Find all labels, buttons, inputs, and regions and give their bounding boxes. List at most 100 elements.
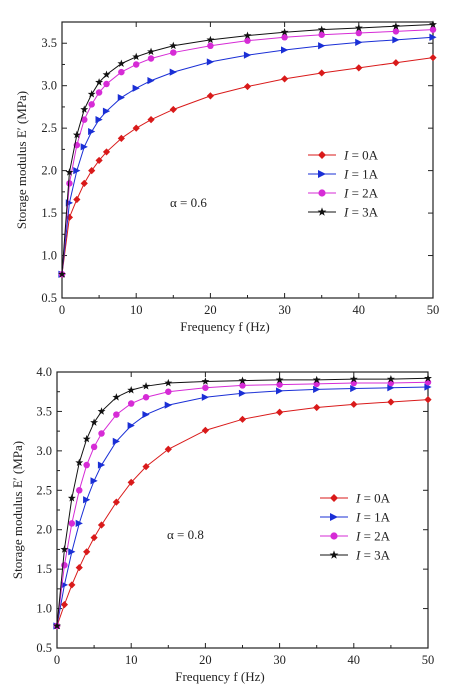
data-point [80, 143, 88, 151]
series-3 [53, 374, 432, 630]
data-point [68, 548, 76, 556]
series-line [56, 381, 429, 626]
data-point [387, 384, 395, 392]
data-point [169, 105, 177, 114]
y-tick-label: 2.0 [41, 164, 57, 178]
data-point [53, 621, 61, 630]
series-0 [53, 396, 432, 630]
data-point [88, 101, 95, 108]
data-point [142, 410, 150, 419]
data-point [281, 46, 289, 54]
data-point [239, 382, 246, 389]
y-axis-label: Storage modulus E′ (MPa) [10, 441, 25, 579]
data-point [392, 28, 400, 35]
data-point [90, 534, 98, 542]
series-1 [58, 33, 437, 278]
data-point [202, 384, 209, 392]
data-point [132, 52, 141, 61]
data-point [147, 76, 155, 85]
data-point [76, 487, 83, 494]
x-axis-label: Frequency f (Hz) [180, 319, 270, 334]
data-point [349, 374, 358, 383]
y-axis-label: Storage modulus E′ (MPa) [14, 91, 29, 229]
data-point [169, 68, 177, 76]
legend-label: I = 1A [343, 167, 379, 182]
series-line [61, 57, 434, 275]
data-point [97, 521, 106, 529]
legend-marker [318, 189, 326, 197]
data-point [206, 58, 214, 66]
series-line [56, 377, 429, 626]
data-point [275, 375, 284, 384]
data-point [88, 167, 96, 175]
data-point [312, 375, 321, 384]
y-tick-label: 2.5 [41, 121, 57, 135]
legend-label: I = 0A [355, 491, 391, 506]
data-point [281, 34, 288, 41]
data-point [117, 59, 126, 67]
data-point [201, 426, 209, 434]
series-line [61, 36, 434, 275]
x-tick-label: 30 [273, 653, 286, 667]
legend-label: I = 2A [343, 186, 379, 201]
data-point [429, 26, 437, 33]
data-point [60, 545, 69, 553]
data-point [132, 124, 140, 132]
legend-entry: I = 1A [308, 167, 379, 182]
data-point [68, 520, 76, 527]
data-point [88, 127, 96, 136]
data-point [117, 134, 125, 142]
data-point [387, 398, 395, 406]
data-point [206, 35, 215, 44]
data-point [355, 64, 363, 72]
data-point [165, 388, 172, 395]
data-point [355, 38, 363, 46]
data-point [392, 36, 400, 44]
data-point [127, 400, 135, 407]
legend-label: I = 3A [355, 548, 391, 563]
data-point [95, 78, 104, 86]
data-point [350, 400, 358, 408]
data-point [313, 385, 321, 393]
data-point [281, 75, 289, 83]
data-point [75, 519, 83, 528]
data-point [83, 548, 91, 556]
data-point [60, 601, 69, 609]
data-point [164, 378, 173, 387]
data-point [201, 393, 209, 401]
legend-entry: I = 3A [320, 548, 391, 563]
data-point [98, 430, 105, 437]
y-tick-label: 3.5 [41, 36, 57, 50]
data-point [244, 37, 251, 44]
data-point [127, 478, 135, 486]
data-point [102, 70, 111, 78]
data-point [103, 80, 110, 88]
data-point [386, 374, 395, 383]
data-point [81, 116, 88, 123]
data-point [392, 59, 400, 67]
series-line [56, 386, 429, 627]
data-point [72, 130, 81, 139]
data-point [164, 401, 172, 409]
x-tick-label: 0 [59, 303, 65, 317]
data-point [117, 93, 125, 102]
legend-label: I = 3A [343, 205, 379, 220]
chart-panel-2: 0 10 20 30 40 50 0.5 1.0 1.5 2.0 2.5 3.0 3.5 4.0 Frequ… [10, 365, 434, 684]
data-point [429, 54, 437, 62]
data-point [90, 477, 98, 485]
data-point [132, 61, 140, 68]
legend: I = 0A I = 1A I = 2A I = 3A [320, 491, 391, 563]
data-point [276, 387, 284, 395]
x-tick-label: 10 [130, 303, 143, 317]
data-point [75, 563, 83, 572]
data-point [355, 29, 363, 37]
data-point [67, 494, 76, 502]
series-line [61, 24, 434, 275]
y-tick-label: 1.5 [41, 206, 57, 220]
data-point [243, 51, 252, 59]
x-tick-label: 20 [199, 653, 212, 667]
data-point [318, 31, 325, 38]
data-point [243, 82, 252, 91]
data-point [142, 393, 150, 401]
